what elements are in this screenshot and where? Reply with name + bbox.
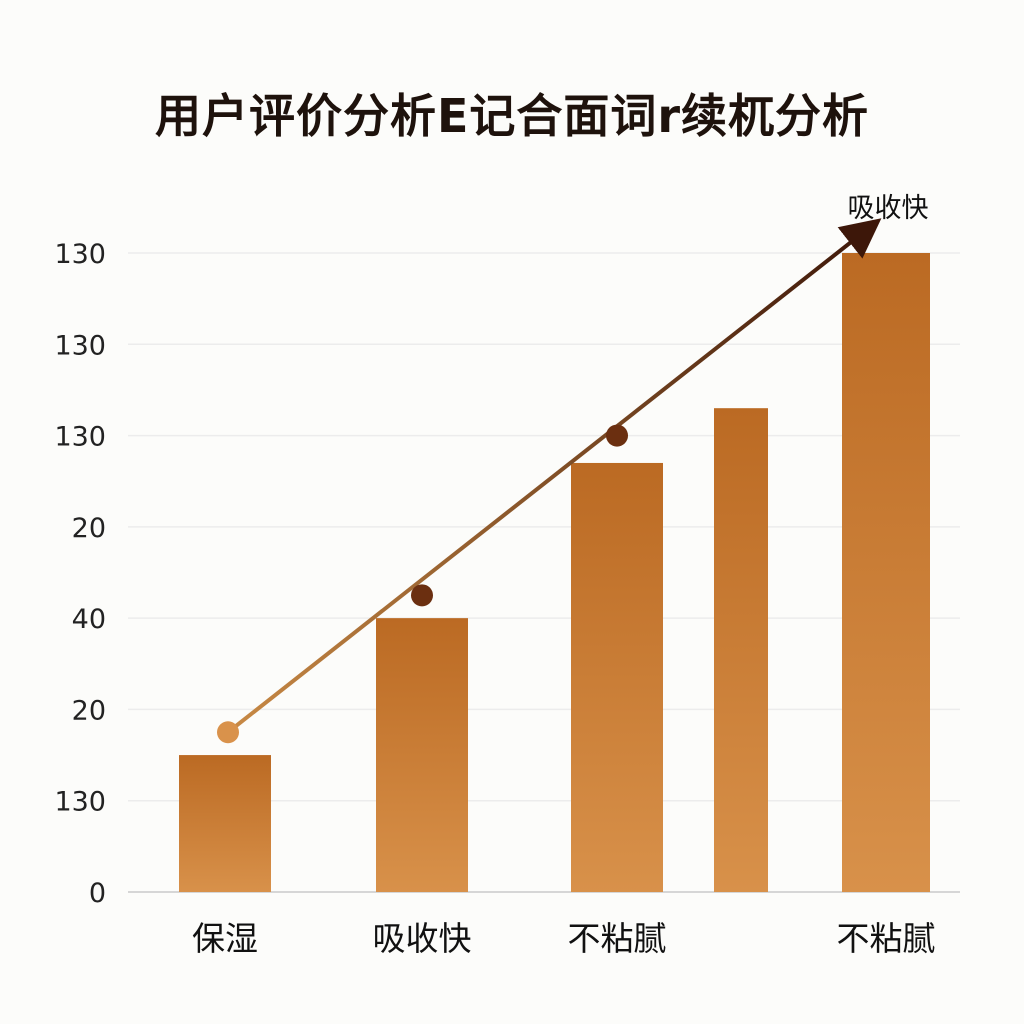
x-category-label: 不粘腻 [837, 919, 936, 958]
trend-point [606, 424, 628, 447]
bar-4 [714, 408, 768, 892]
x-category-label: 不粘腻 [568, 919, 667, 958]
y-tick-label: 130 [54, 239, 106, 270]
x-category-label: 吸收快 [373, 919, 472, 958]
y-tick-label: 20 [72, 513, 106, 544]
y-tick-label: 130 [54, 787, 106, 818]
y-tick-label: 0 [89, 878, 106, 909]
bar-1 [179, 755, 271, 892]
y-tick-label: 130 [54, 422, 106, 453]
y-tick-label: 20 [72, 695, 106, 726]
trend-line-group [217, 218, 882, 744]
bar-3 [571, 462, 663, 892]
trend-line [226, 218, 882, 734]
trend-point [217, 721, 239, 744]
bar-5 [842, 253, 930, 892]
x-category-label: 保湿 [192, 919, 258, 958]
chart-title: 用户评价分析E记合面词r续杌分析 [154, 89, 870, 143]
trend-annotation: 吸收快 [848, 193, 929, 224]
bars [179, 253, 930, 892]
y-tick-label: 40 [72, 604, 106, 635]
trend-point [411, 584, 433, 607]
bar-2 [376, 618, 468, 892]
y-tick-label: 130 [54, 330, 106, 361]
